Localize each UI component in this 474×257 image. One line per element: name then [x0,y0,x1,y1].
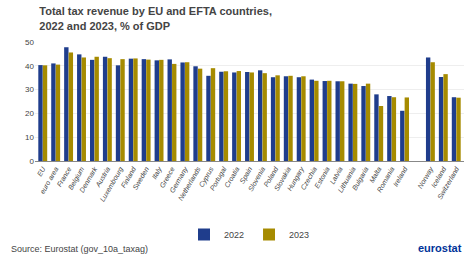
svg-text:Iceland: Iceland [430,165,448,189]
svg-text:50: 50 [25,38,34,47]
svg-text:10: 10 [25,133,34,142]
svg-text:2022: 2022 [224,230,244,240]
svg-text:Germany: Germany [168,165,190,194]
svg-text:Finland: Finland [120,165,138,189]
svg-text:Estonia: Estonia [313,166,331,190]
svg-text:Spain: Spain [238,166,254,186]
svg-text:Lithuania: Lithuania [336,166,356,194]
svg-text:30: 30 [25,85,34,94]
svg-text:Norway: Norway [416,165,435,190]
svg-text:France: France [56,166,73,188]
svg-text:Czechia: Czechia [299,166,318,191]
svg-text:Poland: Poland [262,165,280,188]
svg-text:euro area: euro area [39,166,60,196]
svg-text:Greece: Greece [158,166,176,189]
svg-text:Cyprus: Cyprus [197,165,215,189]
svg-text:Hungary: Hungary [286,165,306,192]
svg-text:Denmark: Denmark [78,165,99,194]
svg-text:Ireland: Ireland [392,165,409,188]
svg-text:Slovakia: Slovakia [273,166,292,193]
svg-text:Source: Eurostat (gov_10a_taxa: Source: Eurostat (gov_10a_taxag) [11,244,148,254]
svg-text:Romania: Romania [375,166,395,194]
svg-text:Italy: Italy [150,165,164,181]
svg-text:eurostat: eurostat [418,242,462,254]
svg-text:Malta: Malta [368,166,383,184]
svg-text:Netherlands: Netherlands [177,165,202,202]
svg-text:Croatia: Croatia [223,166,240,189]
svg-text:Austria: Austria [94,166,112,189]
svg-text:Portugal: Portugal [208,165,228,192]
svg-text:Latvia: Latvia [328,166,343,186]
svg-text:40: 40 [25,62,34,71]
svg-text:EU: EU [36,165,47,178]
svg-text:Luxembourg: Luxembourg [99,166,125,204]
svg-text:20: 20 [25,109,34,118]
svg-text:0: 0 [30,157,35,166]
svg-text:Slovenia: Slovenia [247,166,267,193]
svg-text:Switzerland: Switzerland [436,165,461,201]
svg-text:Sweden: Sweden [131,166,150,191]
svg-text:Total tax revenue by EU and EF: Total tax revenue by EU and EFTA countri… [39,5,272,31]
svg-text:Belgium: Belgium [67,166,87,192]
svg-text:Bulgaria: Bulgaria [351,166,371,192]
svg-text:2023: 2023 [289,230,309,240]
